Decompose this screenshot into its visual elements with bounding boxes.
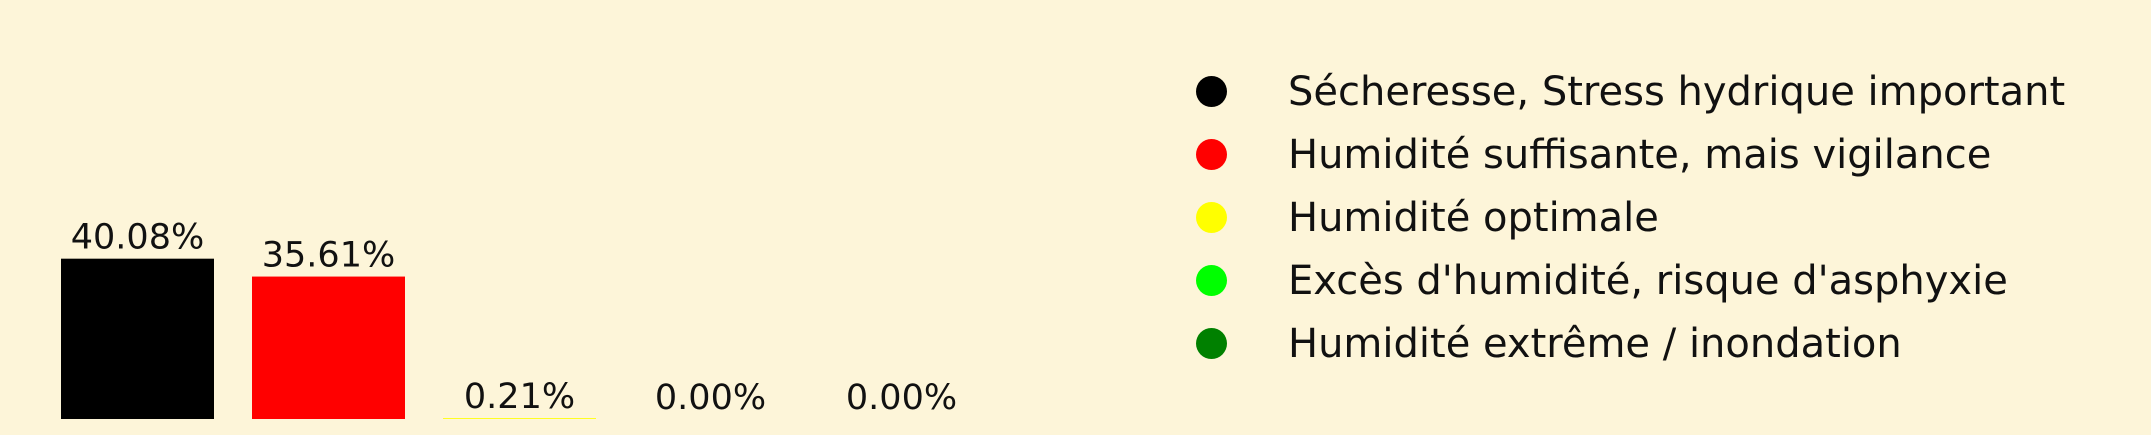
legend-label-1: Sécheresse, Stress hydrique important — [1288, 68, 2066, 115]
legend-swatch-4 — [1196, 265, 1227, 296]
legend-label-4: Excès d'humidité, risque d'asphyxie — [1288, 257, 2008, 304]
legend-item-2: Humidité suffisante, mais vigilance — [1190, 123, 2065, 186]
legend-item-3: Humidité optimale — [1190, 186, 2065, 249]
legend-item-4: Excès d'humidité, risque d'asphyxie — [1190, 249, 2065, 312]
legend-item-5: Humidité extrême / inondation — [1190, 312, 2065, 375]
legend-label-5: Humidité extrême / inondation — [1288, 320, 1902, 367]
bar-value-label-3: 0.21% — [464, 377, 575, 417]
legend-swatch-1 — [1196, 76, 1227, 107]
legend-label-2: Humidité suffisante, mais vigilance — [1288, 131, 1992, 178]
legend-swatch-5 — [1196, 328, 1227, 359]
legend-label-3: Humidité optimale — [1288, 194, 1659, 241]
legend-swatch-3 — [1196, 202, 1227, 233]
bar-2 — [252, 276, 405, 419]
bar-value-label-4: 0.00% — [655, 378, 766, 418]
bar-value-label-1: 40.08% — [71, 218, 204, 258]
legend-item-1: Sécheresse, Stress hydrique important — [1190, 60, 2065, 123]
bar-value-label-2: 35.61% — [262, 236, 395, 276]
legend-swatch-2 — [1196, 139, 1227, 170]
bar-chart: 40.08% 35.61% 0.21% 0.00% 0.00% — [61, 218, 957, 419]
bar-3 — [443, 418, 596, 419]
bar-value-label-5: 0.00% — [846, 378, 957, 418]
bar-1 — [61, 258, 214, 419]
legend: Sécheresse, Stress hydrique important Hum… — [1190, 60, 2065, 375]
